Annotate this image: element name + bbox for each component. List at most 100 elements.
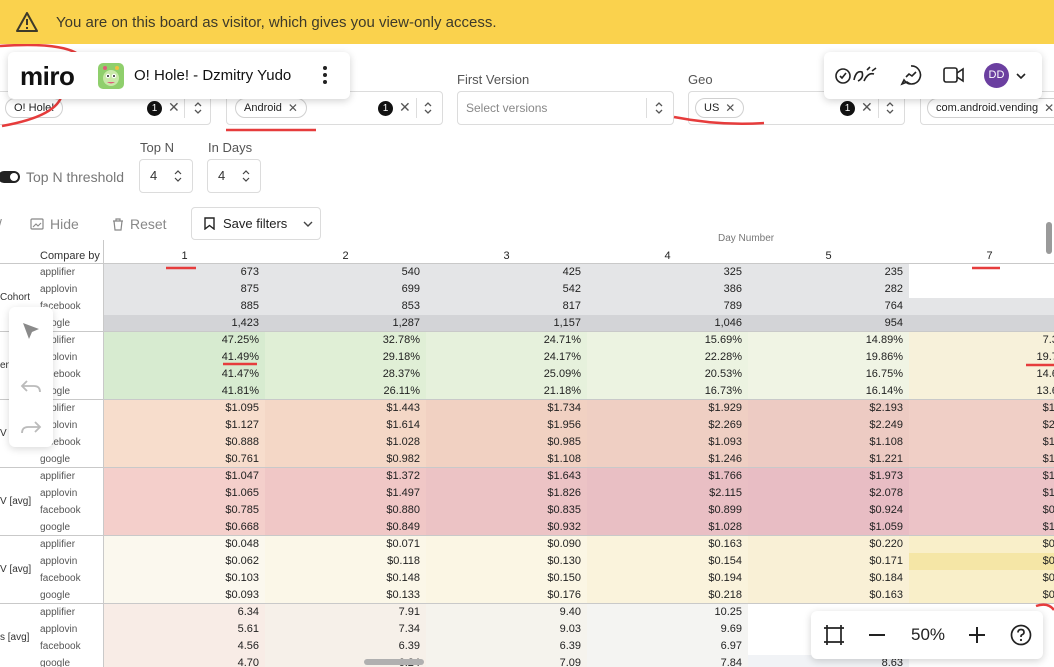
group-divider xyxy=(0,603,1054,604)
table-cell: 7 xyxy=(909,315,1054,332)
table-cell: 954 xyxy=(748,315,909,332)
store-filter[interactable]: com.android.vending ✕ xyxy=(920,91,1054,125)
undo-icon[interactable] xyxy=(20,379,42,395)
table-cell: 19.78 xyxy=(909,349,1054,366)
table-cell: $0.2 xyxy=(909,587,1054,604)
row-label: applifier xyxy=(40,403,76,414)
table-cell: 764 xyxy=(748,298,909,315)
table-cell: $0.932 xyxy=(426,519,587,536)
row-label: google xyxy=(40,454,71,465)
table-cell: $1.2 xyxy=(909,519,1054,536)
platform-chip-label: Android xyxy=(244,102,282,114)
table-cell: $1.108 xyxy=(426,451,587,468)
row-label: applovin xyxy=(40,624,78,635)
remove-chip-icon[interactable]: ✕ xyxy=(287,101,298,115)
table-cell: 1,046 xyxy=(587,315,748,332)
table-cell: $0.163 xyxy=(587,536,748,553)
remove-chip-icon[interactable]: ✕ xyxy=(725,101,736,115)
table-cell: $0.9 xyxy=(909,502,1054,519)
table-cell: $0.163 xyxy=(748,587,909,604)
zoom-in-icon[interactable] xyxy=(968,626,986,644)
table-cell: 6.39 xyxy=(426,638,587,655)
table-cell: $1.497 xyxy=(265,485,426,502)
save-filters-label: Save filters xyxy=(223,216,288,231)
fit-to-screen-icon[interactable] xyxy=(823,624,845,646)
table-cell: $0.880 xyxy=(265,502,426,519)
table-cell: 282 xyxy=(748,281,909,298)
platform-chip: Android ✕ xyxy=(235,98,307,118)
table-cell: 673 xyxy=(104,264,265,281)
app-chip: O! Hole! xyxy=(5,98,64,118)
table-cell: $0.668 xyxy=(104,519,265,536)
board-title[interactable]: O! Hole! - Dzmitry Yudo xyxy=(134,67,292,84)
table-cell: $0.985 xyxy=(426,434,587,451)
table-cell: $0.093 xyxy=(104,587,265,604)
first-version-filter[interactable]: Select versions xyxy=(457,91,674,125)
row-label: applifier xyxy=(40,607,76,618)
updown-icon[interactable] xyxy=(654,100,664,116)
table-cell: 22.28% xyxy=(587,349,748,366)
top-n-threshold-toggle[interactable] xyxy=(0,171,20,183)
board-canvas[interactable]: O! Hole! 1 ✕ Android ✕ 1 ✕ First Version … xyxy=(0,44,1054,667)
collapse-handle[interactable]: / xyxy=(0,216,2,232)
in-days-stepper[interactable]: 4 xyxy=(207,159,261,193)
stepper-icon[interactable] xyxy=(174,169,182,183)
save-filters-button[interactable]: Save filters xyxy=(191,207,321,240)
table-cell: 9.03 xyxy=(426,621,587,638)
help-icon[interactable] xyxy=(1010,624,1032,646)
more-options-icon[interactable] xyxy=(322,65,328,85)
chevron-down-icon[interactable] xyxy=(1016,73,1026,79)
table-cell: 13.69 xyxy=(909,383,1054,400)
top-n-value: 4 xyxy=(150,168,158,183)
table-cell: $0.184 xyxy=(748,570,909,587)
app-count-badge: 1 xyxy=(147,101,162,116)
table-cell: $1.372 xyxy=(265,468,426,485)
column-header: 4 xyxy=(664,250,671,262)
table-cell: $2.115 xyxy=(587,485,748,502)
axis-title: Day Number xyxy=(718,233,775,244)
vertical-scrollbar[interactable] xyxy=(1046,222,1052,254)
table-cell: 19.86% xyxy=(748,349,909,366)
clear-icon[interactable]: ✕ xyxy=(861,99,873,115)
table-cell: $1.8 xyxy=(909,400,1054,417)
user-avatar[interactable]: DD xyxy=(984,63,1009,88)
clear-icon[interactable]: ✕ xyxy=(399,99,411,115)
table-cell: 16.14% xyxy=(748,383,909,400)
table-cell: 14.67 xyxy=(909,366,1054,383)
reset-button[interactable]: Reset xyxy=(112,216,167,232)
table-cell: $0.090 xyxy=(426,536,587,553)
updown-icon[interactable] xyxy=(423,100,433,116)
top-n-threshold-label: Top N threshold xyxy=(26,169,125,185)
video-call-icon[interactable] xyxy=(943,66,965,84)
select-cursor-icon[interactable] xyxy=(20,320,42,342)
table-cell: $0.5 xyxy=(909,553,1054,570)
table-cell: 235 xyxy=(748,264,909,281)
divider xyxy=(416,98,417,118)
table-cell: $0.062 xyxy=(104,553,265,570)
updown-icon[interactable] xyxy=(885,100,895,116)
stepper-icon[interactable] xyxy=(242,169,250,183)
table-cell: 9.69 xyxy=(587,621,748,638)
metric-label: V [avg] xyxy=(0,564,32,575)
miro-logo[interactable]: miro xyxy=(20,61,75,91)
table-cell: $0.194 xyxy=(587,570,748,587)
chat-icon[interactable] xyxy=(900,64,922,86)
clear-icon[interactable]: ✕ xyxy=(168,99,180,115)
remove-chip-icon[interactable]: ✕ xyxy=(1044,101,1054,115)
updown-icon[interactable] xyxy=(193,100,203,116)
row-label: google xyxy=(40,318,71,329)
zoom-out-icon[interactable] xyxy=(868,633,886,637)
row-label: facebook xyxy=(40,573,81,584)
table-cell: $2.269 xyxy=(587,417,748,434)
table-cell: $0.785 xyxy=(104,502,265,519)
top-n-stepper[interactable]: 4 xyxy=(139,159,193,193)
horizontal-scrollbar[interactable] xyxy=(364,659,424,665)
in-days-label: In Days xyxy=(208,140,253,155)
reset-label: Reset xyxy=(130,216,167,232)
table-cell: $2.193 xyxy=(748,400,909,417)
redo-icon[interactable] xyxy=(20,420,42,436)
row-label: facebook xyxy=(40,641,81,652)
reactions-icon[interactable] xyxy=(834,64,880,86)
hide-button[interactable]: Hide xyxy=(30,216,79,232)
table-cell: $1.973 xyxy=(748,468,909,485)
